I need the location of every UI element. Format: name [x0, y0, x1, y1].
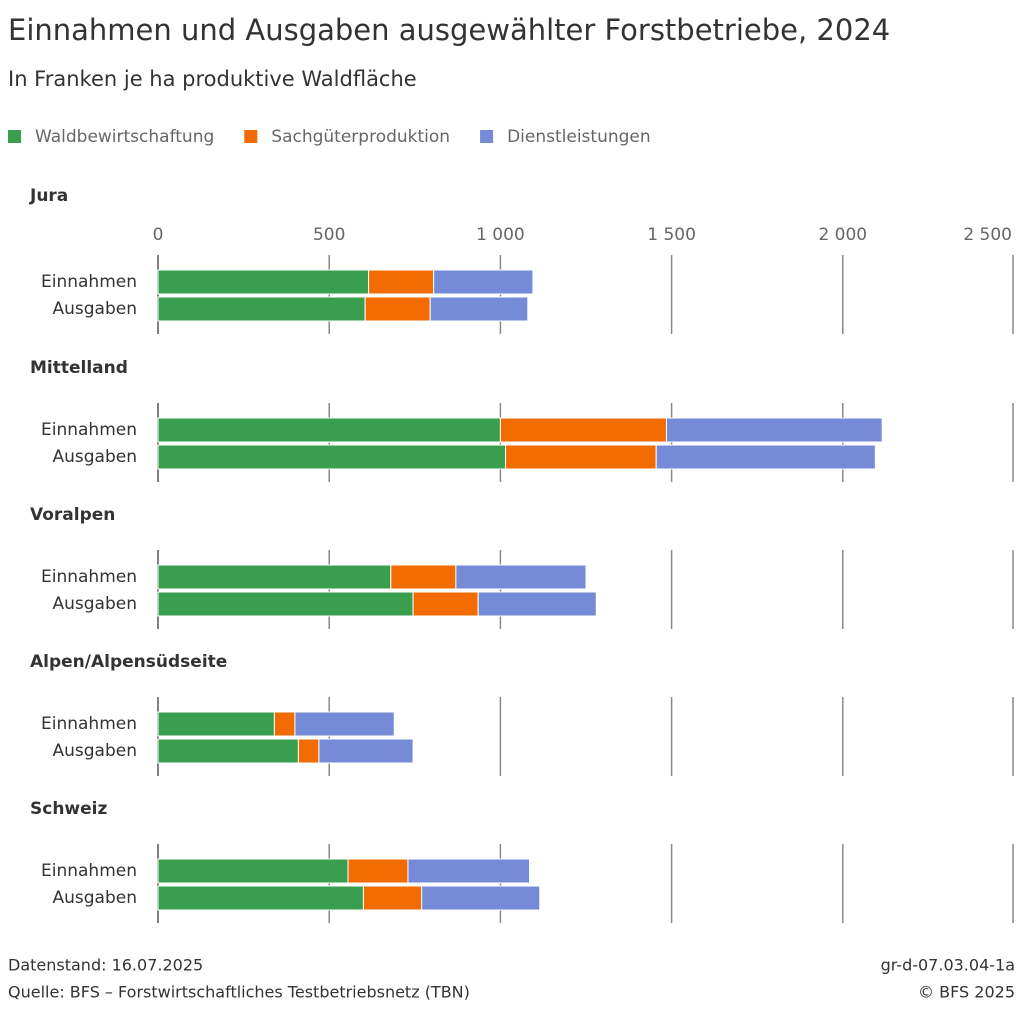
bar-segment [477, 591, 597, 617]
bar-segment [157, 711, 275, 737]
bar-segment [499, 417, 667, 443]
panel-title: Voralpen [30, 505, 115, 525]
bar-segment [157, 885, 364, 911]
y-tick-label: Einnahmen [41, 567, 137, 587]
x-tick-label: 2 500 [963, 225, 1012, 245]
y-tick-label: Ausgaben [53, 447, 138, 467]
x-tick-label: 0 [153, 225, 164, 245]
x-tick-label: 500 [313, 225, 345, 245]
bar-segment [505, 444, 657, 470]
y-tick-label: Einnahmen [41, 420, 137, 440]
y-tick-label: Ausgaben [53, 741, 138, 761]
footer-text: gr-d-07.03.04-1a [881, 956, 1015, 975]
x-tick-label: 2 000 [818, 225, 867, 245]
bar-segment [347, 858, 409, 884]
bar-segment [429, 296, 529, 322]
y-tick-label: Ausgaben [53, 594, 138, 614]
bar-segment [157, 296, 366, 322]
bar-segment [407, 858, 531, 884]
footer-text: Quelle: BFS – Forstwirtschaftliches Test… [8, 983, 470, 1002]
bar-segment [318, 738, 414, 764]
legend-label: Waldbewirtschaftung [35, 127, 214, 147]
bar-segment [157, 564, 392, 590]
chart-subtitle: In Franken je ha produktive Waldfläche [8, 67, 417, 91]
bar-segment [390, 564, 457, 590]
legend-swatch [244, 130, 258, 143]
y-tick-label: Ausgaben [53, 888, 138, 908]
bar-segment [655, 444, 876, 470]
bar-segment [362, 885, 423, 911]
bar-segment [297, 738, 320, 764]
chart-title: Einnahmen und Ausgaben ausgewählter Fors… [8, 13, 890, 47]
y-tick-label: Einnahmen [41, 861, 137, 881]
bar-segment [368, 269, 435, 295]
legend-swatch [480, 130, 494, 143]
bar-segment [455, 564, 587, 590]
legend-swatch [8, 130, 21, 143]
legend-label: Sachgüterproduktion [271, 127, 450, 147]
bar-segment [433, 269, 534, 295]
x-tick-label: 1 500 [647, 225, 696, 245]
panel-title: Alpen/Alpensüdseite [30, 652, 227, 672]
panel-title: Schweiz [30, 799, 107, 819]
bar-segment [157, 269, 370, 295]
bar-segment [665, 417, 883, 443]
footer-text: Datenstand: 16.07.2025 [8, 956, 203, 975]
panel-title: Jura [29, 186, 68, 206]
panel-title: Mittelland [30, 358, 128, 378]
legend-label: Dienstleistungen [507, 127, 651, 147]
bar-segment [412, 591, 479, 617]
bar-segment [157, 738, 299, 764]
bar-segment [157, 591, 414, 617]
bar-segment [157, 417, 501, 443]
y-tick-label: Ausgaben [53, 299, 138, 319]
bar-segment [364, 296, 431, 322]
y-tick-label: Einnahmen [41, 272, 137, 292]
bar-segment [421, 885, 541, 911]
bar-segment [294, 711, 395, 737]
footer-text: © BFS 2025 [918, 983, 1015, 1002]
bar-segment [273, 711, 296, 737]
bar-segment [157, 858, 349, 884]
bar-segment [157, 444, 507, 470]
y-tick-label: Einnahmen [41, 714, 137, 734]
x-tick-label: 1 000 [476, 225, 525, 245]
